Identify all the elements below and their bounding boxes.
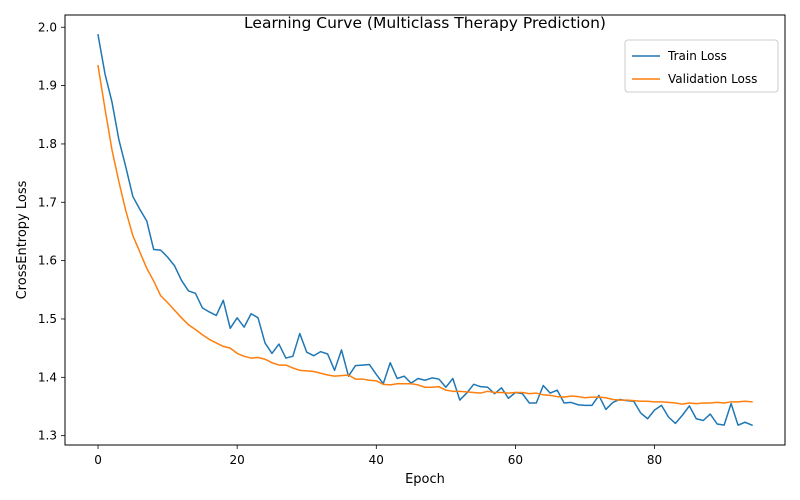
legend-label-train-loss: Train Loss — [667, 49, 727, 63]
x-tick-label: 20 — [230, 453, 245, 467]
legend: Train Loss Validation Loss — [624, 39, 779, 93]
y-tick-label: 1.7 — [38, 195, 57, 209]
y-tick-label: 1.6 — [38, 254, 57, 268]
chart-title: Learning Curve (Multiclass Therapy Predi… — [244, 14, 606, 32]
legend-box — [624, 39, 779, 93]
y-tick-label: 1.9 — [38, 79, 57, 93]
y-axis-ticks: 1.3 1.4 1.5 1.6 1.7 1.8 1.9 2.0 — [38, 20, 65, 443]
x-tick-label: 0 — [94, 453, 102, 467]
y-tick-label: 1.8 — [38, 137, 57, 151]
y-tick-label: 1.3 — [38, 429, 57, 443]
x-tick-label: 40 — [369, 453, 384, 467]
plot-lines — [97, 33, 753, 427]
plot-area-frame — [64, 14, 786, 446]
y-axis-title: CrossEntropy Loss — [15, 180, 30, 299]
series-line-validation-loss — [97, 64, 753, 405]
y-tick-label: 2.0 — [38, 20, 57, 34]
y-tick-label: 1.5 — [38, 312, 57, 326]
x-tick-label: 60 — [508, 453, 523, 467]
x-tick-label: 80 — [647, 453, 662, 467]
y-tick-label: 1.4 — [38, 370, 57, 384]
x-axis-title: Epoch — [405, 472, 445, 487]
x-axis-ticks: 0 20 40 60 80 — [94, 445, 662, 467]
series-line-train-loss — [97, 33, 753, 427]
legend-label-validation-loss: Validation Loss — [668, 72, 757, 86]
